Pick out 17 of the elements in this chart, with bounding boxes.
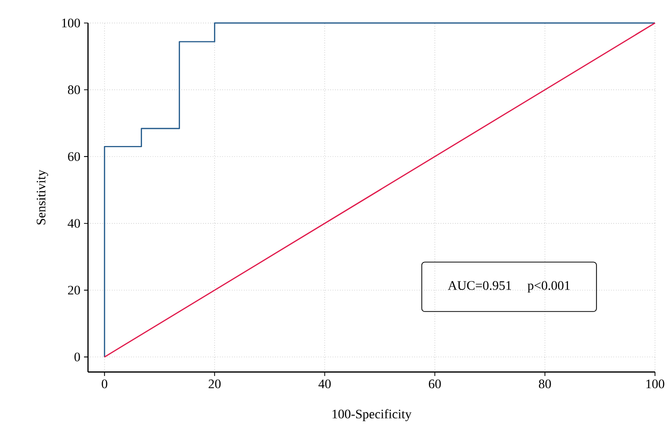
- y-tick-label: 20: [68, 286, 80, 295]
- y-tick-label: 60: [68, 152, 80, 161]
- y-axis-title: Sensitivity: [36, 170, 48, 224]
- y-tick-label: 40: [68, 218, 80, 228]
- x-tick-label: 60: [428, 380, 441, 388]
- y-tick-label: 100: [62, 18, 80, 28]
- annotation: AUC=0.951: [448, 281, 512, 290]
- x-axis-title: 100-Specificity: [332, 409, 412, 422]
- line-series: [104, 22, 656, 358]
- x-tick-label: 100: [646, 380, 664, 388]
- y-tick-label: 80: [68, 85, 80, 94]
- y-tick-label: 0: [74, 352, 80, 362]
- x-tick-label: 80: [538, 380, 551, 388]
- annotation: p<0.001: [528, 281, 570, 293]
- x-tick-label: 0: [102, 380, 108, 388]
- x-tick-label: 40: [318, 380, 331, 388]
- x-tick-label: 20: [208, 380, 221, 388]
